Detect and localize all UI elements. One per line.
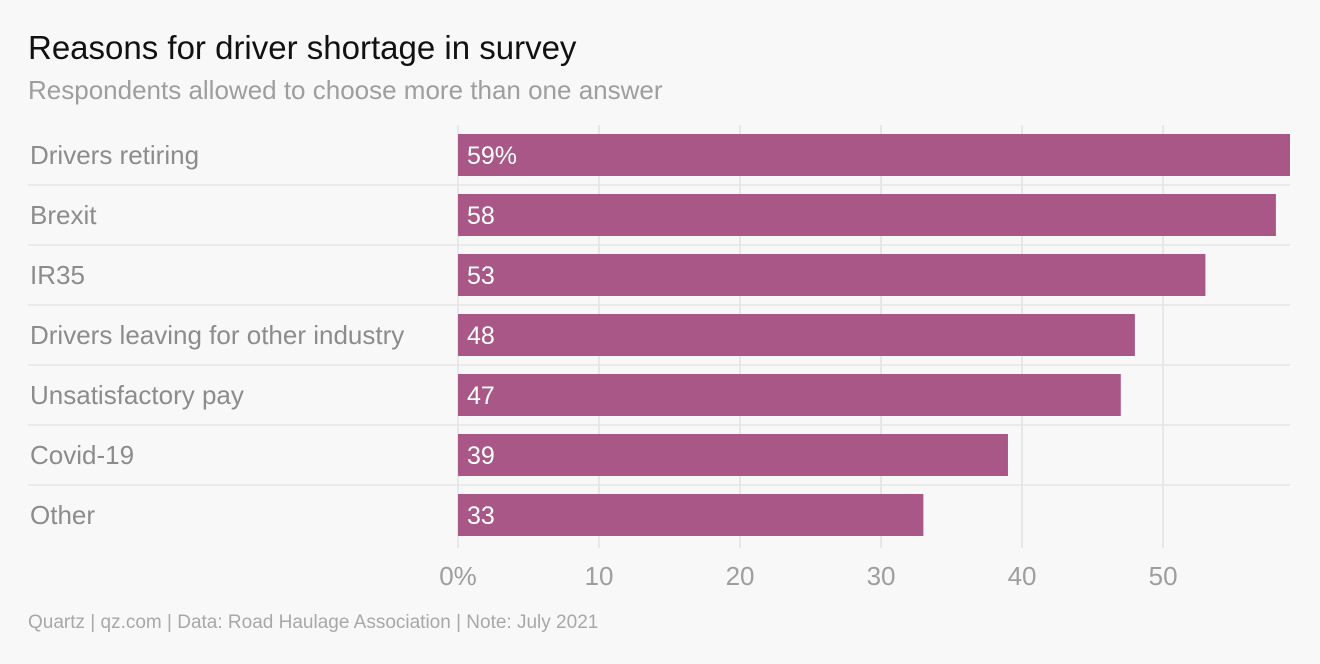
bar-value-label: 48: [467, 322, 495, 350]
x-tick-label: 40: [1008, 561, 1037, 591]
x-axis-ticks: 0% 10 20 30 40 50: [439, 561, 1177, 591]
bar: [458, 494, 924, 536]
bar: [458, 134, 1290, 176]
category-label: Covid-19: [30, 440, 134, 470]
bar: [458, 254, 1206, 296]
bar-value-label: 33: [467, 502, 495, 530]
row-separators: [28, 184, 1290, 486]
bar: [458, 314, 1135, 356]
bars: 59% 58 53 48 47 39 33: [458, 134, 1290, 536]
category-label: Drivers leaving for other industry: [30, 320, 404, 350]
bar-value-label: 47: [467, 382, 495, 410]
bar-value-label: 39: [467, 442, 495, 470]
source-note: Quartz | qz.com | Data: Road Haulage Ass…: [28, 612, 599, 633]
x-tick-label: 10: [585, 561, 614, 591]
category-label: IR35: [30, 260, 85, 290]
category-label: Drivers retiring: [30, 140, 199, 170]
x-tick-label: 0%: [439, 561, 477, 591]
bar: [458, 194, 1276, 236]
bar-value-label: 58: [467, 202, 495, 230]
category-label: Brexit: [30, 200, 97, 230]
x-tick-label: 20: [726, 561, 755, 591]
x-tick-label: 50: [1149, 561, 1178, 591]
bar-value-label: 59%: [467, 142, 517, 170]
chart-subtitle: Respondents allowed to choose more than …: [28, 75, 663, 105]
chart-title: Reasons for driver shortage in survey: [28, 29, 577, 66]
category-labels: Drivers retiring Brexit IR35 Drivers leavin…: [30, 140, 404, 530]
bar-chart: 59% 58 53 48 47 39 33 Drivers retiring Brexit IR…: [28, 125, 1290, 591]
x-tick-label: 30: [867, 561, 896, 591]
category-label: Unsatisfactory pay: [30, 380, 244, 410]
bar-value-label: 53: [467, 262, 495, 290]
bar: [458, 374, 1121, 416]
category-label: Other: [30, 500, 95, 530]
bar: [458, 434, 1008, 476]
